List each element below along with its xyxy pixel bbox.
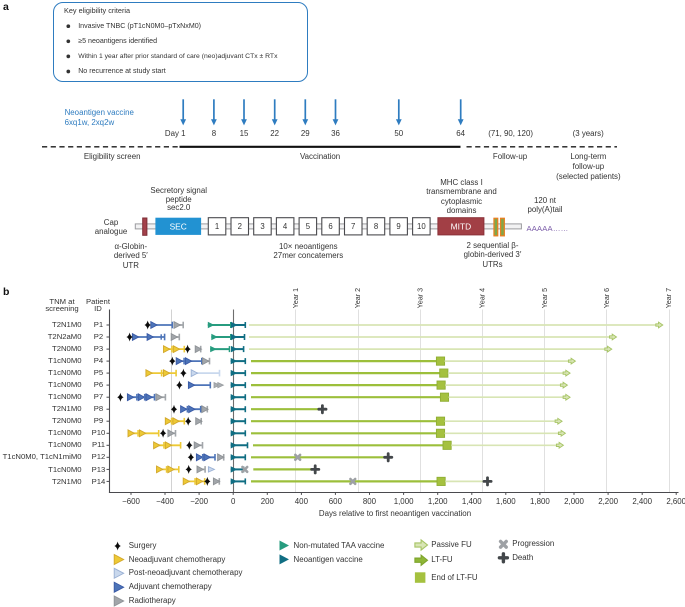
svg-text:3: 3	[260, 222, 264, 231]
svg-text:1: 1	[215, 222, 219, 231]
svg-text:Year 2: Year 2	[354, 288, 362, 308]
svg-text:Year 1: Year 1	[292, 288, 300, 308]
svg-text:MITD: MITD	[451, 221, 471, 231]
svg-text:8: 8	[374, 222, 378, 231]
svg-text:9: 9	[396, 222, 400, 231]
svg-text:7: 7	[351, 222, 355, 231]
svg-text:5: 5	[306, 222, 311, 231]
svg-text:SEC: SEC	[170, 221, 187, 231]
svg-text:2: 2	[238, 222, 242, 231]
svg-text:6: 6	[328, 222, 332, 231]
svg-text:4: 4	[283, 222, 288, 231]
svg-text:Year 4: Year 4	[479, 288, 487, 308]
svg-text:Year 7: Year 7	[665, 288, 673, 308]
svg-text:Year 6: Year 6	[603, 288, 611, 308]
svg-text:Year 5: Year 5	[541, 288, 549, 308]
svg-text:10: 10	[417, 222, 426, 231]
svg-text:Year 3: Year 3	[416, 288, 424, 308]
